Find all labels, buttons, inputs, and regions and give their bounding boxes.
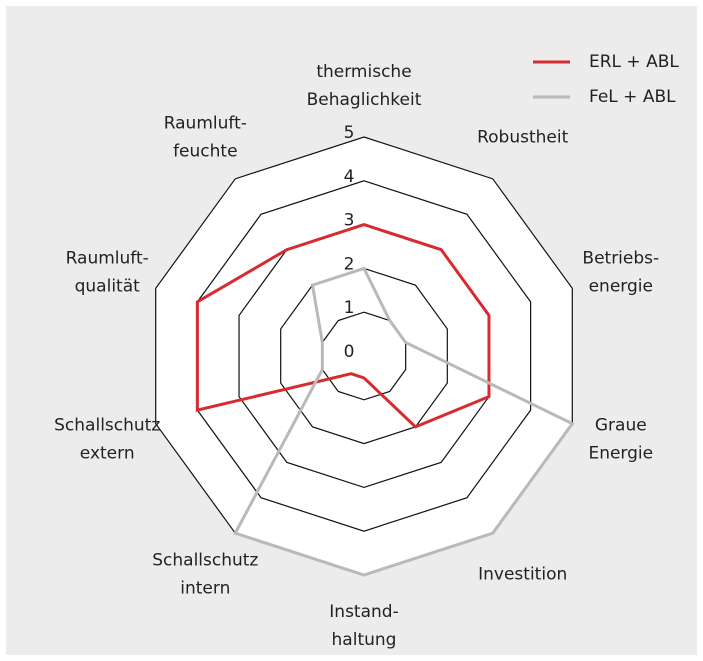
axis-label-line: Energie: [588, 443, 653, 463]
axis-label: Betriebs-energie: [582, 249, 659, 297]
axis-label-line: Behaglichkeit: [307, 90, 422, 110]
grid-ring: [196, 180, 532, 532]
axis-label: Instand-haltung: [329, 602, 398, 650]
legend-label: FeL + ABL: [589, 87, 676, 107]
axis-label-line: Investition: [478, 564, 567, 584]
axis-label-line: Raumluft-: [164, 114, 247, 134]
axis-label: Raumluft-qualität: [66, 249, 149, 297]
axis-label-line: Betriebs-: [582, 249, 659, 269]
axis-label: Raumluft-feuchte: [164, 114, 247, 162]
r-tick-label: 5: [344, 123, 355, 143]
axis-label-line: intern: [180, 578, 230, 598]
axis-label-line: Graue: [595, 415, 647, 435]
axis-label-line: qualität: [75, 277, 141, 297]
axis-label: Schallschutz intern: [152, 550, 258, 598]
axis-label: Robustheit: [477, 128, 568, 148]
axis-label-line: extern: [80, 443, 135, 463]
grid-ring: [280, 267, 448, 445]
axis-label-line: feuchte: [173, 142, 237, 162]
series-line: [195, 223, 491, 429]
r-tick-label: 1: [344, 298, 355, 318]
axis-label: Schallschutz extern: [54, 415, 160, 463]
r-tick-label: 0: [344, 342, 355, 362]
axis-label-line: thermische: [316, 62, 411, 82]
axis-label-line: Schallschutz: [54, 415, 160, 435]
axis-label: thermische Behaglichkeit: [307, 62, 422, 110]
legend-label: ERL + ABL: [589, 52, 679, 72]
axis-label-line: Schallschutz: [152, 550, 258, 570]
r-tick-label: 2: [344, 254, 355, 274]
axis-label-line: Instand-: [329, 602, 398, 622]
axis-label-line: energie: [589, 277, 653, 297]
axis-label-line: Raumluft-: [66, 249, 149, 269]
axis-label-line: haltung: [332, 630, 397, 650]
series-line: [233, 266, 575, 577]
r-tick-label: 3: [344, 211, 355, 231]
axis-label-line: Robustheit: [477, 128, 568, 148]
r-tick-label: 4: [344, 167, 355, 187]
axis-label: Graue Energie: [588, 415, 653, 463]
axis-label: Investition: [478, 564, 567, 584]
